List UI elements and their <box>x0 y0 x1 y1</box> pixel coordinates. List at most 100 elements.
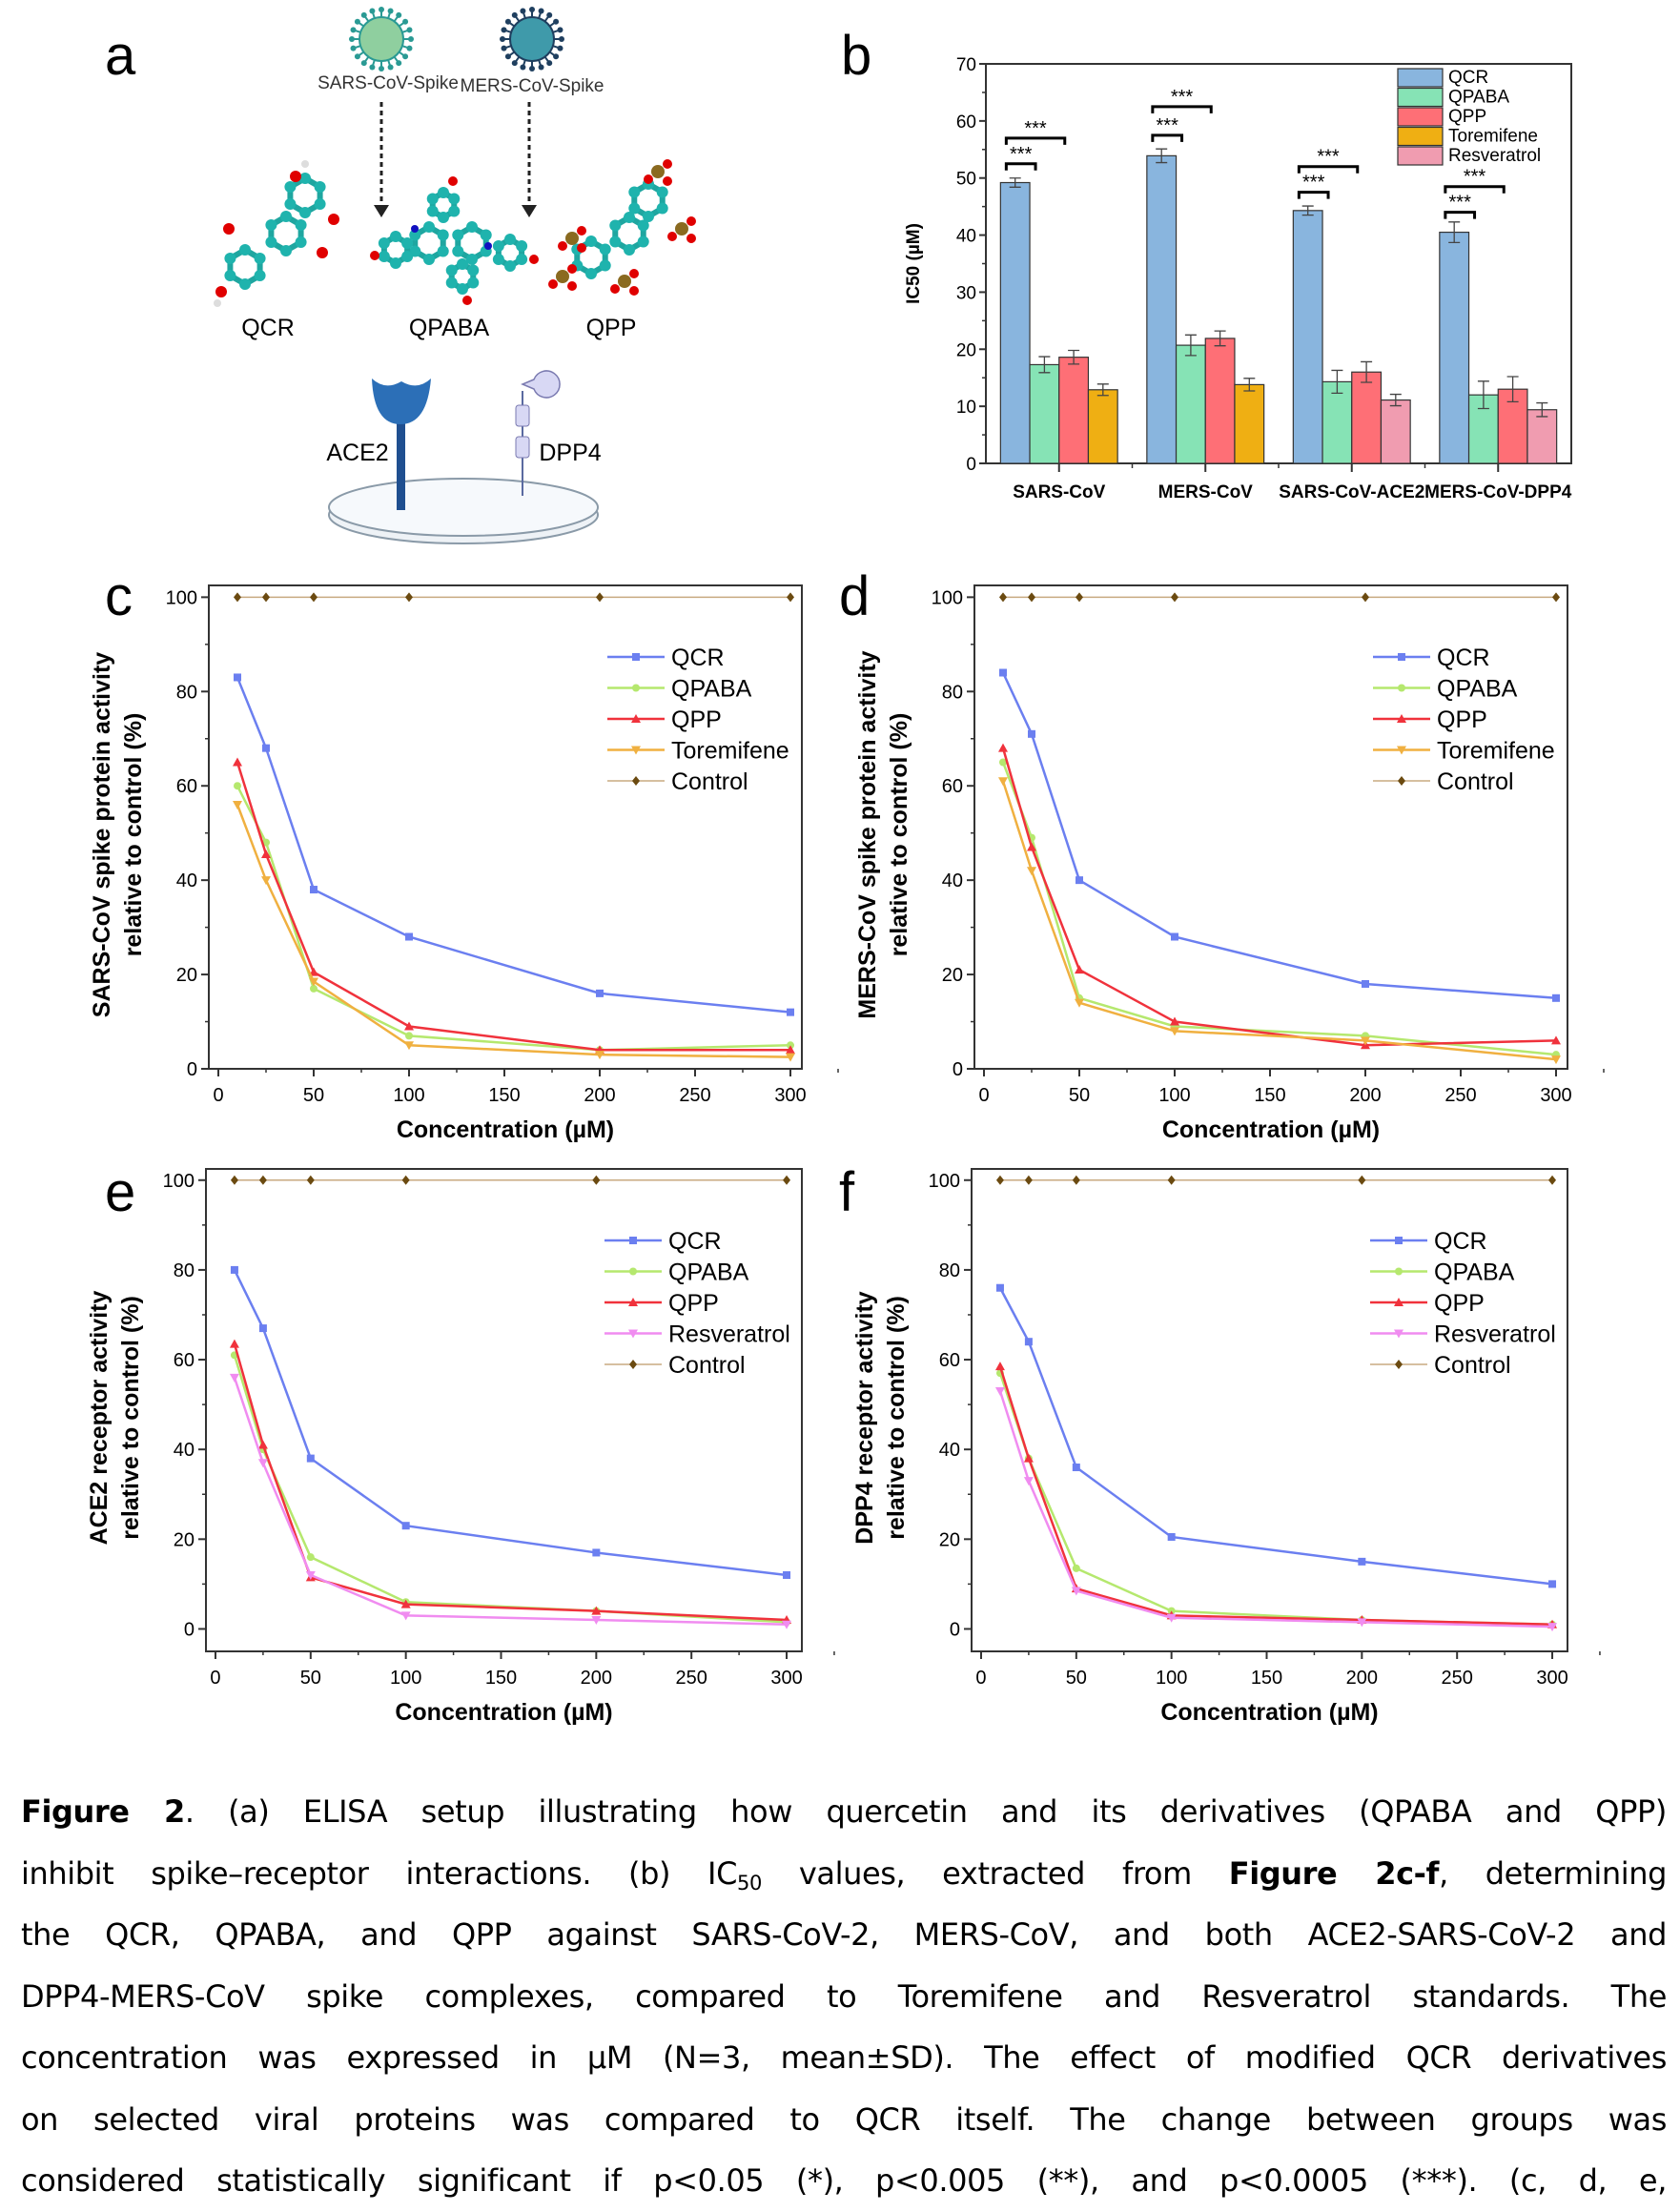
marker-diamond <box>596 592 604 603</box>
legend-label: QPP <box>1434 1290 1485 1317</box>
bar-qcr <box>1439 231 1470 464</box>
spike-tip <box>520 8 526 14</box>
marker-diamond <box>258 1175 267 1185</box>
y-axis-label: relative to control (%) <box>886 713 912 957</box>
legend-label: QPP <box>671 707 722 733</box>
category-label: SARS-CoV-ACE2 <box>1279 482 1424 502</box>
legend-item: Toremifene <box>1373 738 1555 765</box>
atom <box>378 237 390 249</box>
x-tick-label: 250 <box>675 1668 707 1689</box>
atom <box>299 207 311 218</box>
caption-text: . (a) ELISA setup illustrating how querc… <box>184 1793 1668 1830</box>
atom <box>628 186 641 198</box>
marker-triangle-down <box>628 1329 638 1339</box>
atom <box>484 242 492 250</box>
marker-triangle-down <box>404 1041 414 1051</box>
legend-item: Toremifene <box>607 738 789 765</box>
significance-bracket <box>1151 133 1184 142</box>
marker-circle <box>1395 1267 1403 1276</box>
marker-diamond <box>1358 1175 1366 1185</box>
spike-tip <box>369 8 376 14</box>
bar-resveratrol <box>1526 409 1558 464</box>
marker-triangle-up <box>1397 714 1406 723</box>
y-tick-label: 40 <box>174 1440 195 1461</box>
legend-item: Control <box>1370 1352 1511 1379</box>
receptor-stem <box>397 420 405 510</box>
bar-qpaba <box>1175 344 1206 464</box>
atom <box>516 254 528 265</box>
spike-tip <box>349 36 355 42</box>
series-toremifene <box>998 777 1561 1065</box>
legend-label: QCR <box>1437 645 1490 671</box>
atom <box>609 219 622 232</box>
legend-item: Control <box>604 1352 746 1379</box>
x-axis-label: Concentration (µM) <box>1162 1116 1380 1143</box>
marker-diamond <box>1398 776 1405 786</box>
marker-triangle-up <box>1551 1035 1561 1045</box>
atom <box>629 269 639 278</box>
atom <box>437 229 449 241</box>
elisa-schematic: SARS-CoV-Spike MERS-CoV-Spike QCR QPABA QPP A… <box>214 7 696 544</box>
x-axis-label: Concentration (µM) <box>1160 1699 1378 1726</box>
atom <box>637 219 649 232</box>
legend-label: Toremifene <box>1437 738 1555 765</box>
atom <box>299 173 311 184</box>
spike-tip <box>559 36 564 42</box>
x-tick-label: 0 <box>213 1085 223 1106</box>
legend-label: QPP <box>668 1290 719 1317</box>
series-control <box>230 1175 791 1185</box>
atom <box>599 259 611 272</box>
chart-f: 0 50 100 150 200 250 300 0 20 40 60 80 100 Concentrat… <box>851 1168 1601 1726</box>
atom <box>567 264 577 274</box>
virus-icon <box>500 7 564 72</box>
x-tick-label: 200 <box>1346 1668 1378 1689</box>
significance-label: *** <box>1449 193 1472 214</box>
significance-bracket <box>1297 165 1360 174</box>
significance-bracket <box>1444 211 1477 219</box>
significance-bracket <box>1004 162 1037 171</box>
charts: 0 10 20 30 40 50 60 70 IC50 (µM) SARS-CoV *** *** ME… <box>86 55 1605 1726</box>
spike-tip <box>387 8 394 14</box>
x-tick-label: 100 <box>393 1085 424 1106</box>
atom <box>452 245 464 257</box>
marker-triangle-up <box>233 757 242 767</box>
plot-frame <box>205 1168 803 1652</box>
atom <box>370 251 379 260</box>
atom <box>295 219 307 231</box>
atom <box>618 275 631 288</box>
marker-triangle-down <box>305 1570 316 1580</box>
legend-label: Toremifene <box>1448 127 1538 147</box>
arrow-head-icon <box>374 205 389 217</box>
atom <box>214 299 221 307</box>
spike-tip <box>354 53 360 60</box>
atom <box>628 202 641 215</box>
legend-label: QPABA <box>671 676 752 703</box>
receptor-cup <box>372 379 431 424</box>
virus-icon <box>349 7 414 72</box>
marker-diamond <box>1024 1175 1033 1185</box>
y-tick-label: 60 <box>174 1350 195 1371</box>
series-line <box>233 1354 788 1624</box>
marker-triangle-down <box>229 1373 239 1382</box>
bar-qpp <box>1204 338 1236 464</box>
bar-qpaba <box>1029 363 1060 464</box>
spike-tip <box>553 53 560 60</box>
marker-diamond <box>1072 1175 1080 1185</box>
x-tick-label: 200 <box>581 1668 612 1689</box>
x-tick-label: 150 <box>488 1085 520 1106</box>
x-tick-label: 0 <box>978 1085 989 1106</box>
atom <box>295 236 307 248</box>
marker-square <box>230 1265 238 1274</box>
spike-tip <box>538 8 544 14</box>
marker-diamond <box>999 592 1007 603</box>
atom <box>239 244 251 256</box>
atom <box>529 255 539 264</box>
series-line <box>998 1372 1553 1627</box>
atom <box>558 241 567 251</box>
marker-circle <box>632 684 640 692</box>
series-resveratrol <box>994 1386 1558 1632</box>
significance-bracket <box>1151 105 1213 113</box>
y-tick-label: 0 <box>184 1619 195 1640</box>
y-tick-label: 60 <box>939 1350 960 1371</box>
spike-tip <box>379 66 384 72</box>
